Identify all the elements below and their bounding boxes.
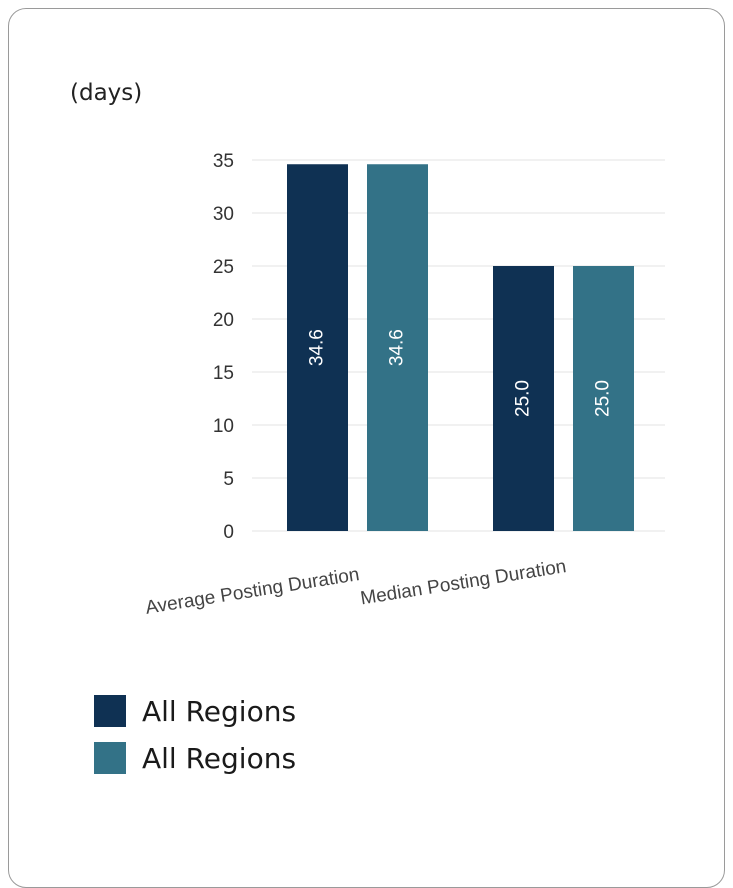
y-tick-label-5: 5 bbox=[223, 469, 234, 490]
legend: All Regions All Regions bbox=[94, 695, 296, 789]
bar-series-2-category-1[interactable] bbox=[367, 164, 428, 532]
bars: 34.6 25.0 34.6 25.0 bbox=[287, 164, 634, 532]
bar-value-label-series-1-category-1: 34.6 bbox=[307, 329, 328, 366]
bar-value-label-series-2-category-2: 25.0 bbox=[593, 380, 614, 417]
y-axis-ticks: 0 5 10 15 20 25 30 35 bbox=[213, 151, 234, 543]
x-category-label-1: Average Posting Duration bbox=[144, 564, 361, 619]
legend-item-series-2[interactable]: All Regions bbox=[94, 741, 297, 775]
bar-series-2-category-2[interactable] bbox=[573, 266, 634, 531]
y-tick-label-35: 35 bbox=[213, 151, 234, 172]
y-tick-label-10: 10 bbox=[213, 416, 234, 437]
legend-swatch-series-2 bbox=[94, 742, 126, 774]
y-unit-label: (days) bbox=[70, 80, 143, 106]
bar-series-1-category-2[interactable] bbox=[493, 266, 554, 531]
y-tick-label-30: 30 bbox=[213, 204, 234, 225]
y-tick-label-25: 25 bbox=[213, 257, 234, 278]
y-tick-label-15: 15 bbox=[213, 363, 234, 384]
legend-item-series-1[interactable]: All Regions bbox=[94, 694, 297, 728]
y-tick-label-0: 0 bbox=[223, 522, 234, 543]
bar-value-label-series-2-category-1: 34.6 bbox=[387, 329, 408, 366]
bar-value-label-series-1-category-2: 25.0 bbox=[513, 380, 534, 417]
x-category-label-2: Median Posting Duration bbox=[359, 556, 568, 609]
legend-label-series-1: All Regions bbox=[142, 694, 297, 728]
legend-label-series-2: All Regions bbox=[142, 741, 297, 775]
bar-series-1-category-1[interactable] bbox=[287, 164, 348, 532]
bar-chart: 0 5 10 15 20 25 30 35 34.6 25.0 34.6 25.0 Average … bbox=[144, 151, 665, 619]
y-tick-label-20: 20 bbox=[213, 310, 234, 331]
legend-swatch-series-1 bbox=[94, 695, 126, 727]
